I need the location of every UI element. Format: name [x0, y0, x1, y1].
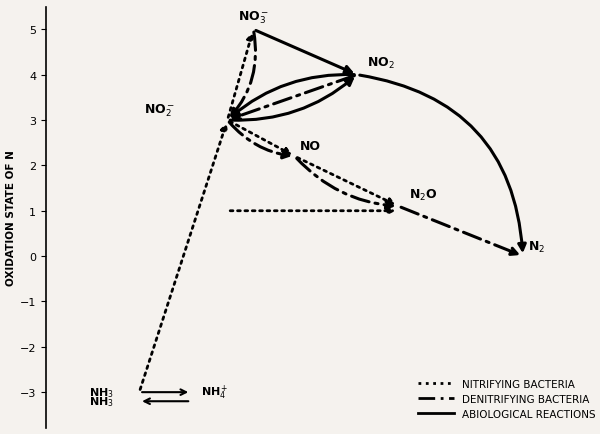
- Legend: NITRIFYING BACTERIA, DENITRIFYING BACTERIA, ABIOLOGICAL REACTIONS: NITRIFYING BACTERIA, DENITRIFYING BACTER…: [418, 379, 596, 419]
- Text: NO$_2$: NO$_2$: [367, 56, 395, 71]
- Y-axis label: OXIDATION STATE OF N: OXIDATION STATE OF N: [5, 150, 16, 286]
- Text: N$_2$: N$_2$: [528, 239, 545, 254]
- Text: NO: NO: [300, 139, 321, 152]
- Text: NH$_3$: NH$_3$: [89, 395, 113, 408]
- Text: NO$_3^-$: NO$_3^-$: [238, 9, 269, 26]
- Text: NO$_2^-$: NO$_2^-$: [144, 102, 176, 118]
- Text: N$_2$O: N$_2$O: [409, 187, 437, 202]
- Text: NH$_3$: NH$_3$: [89, 385, 113, 399]
- Text: NH$_4^+$: NH$_4^+$: [202, 383, 229, 401]
